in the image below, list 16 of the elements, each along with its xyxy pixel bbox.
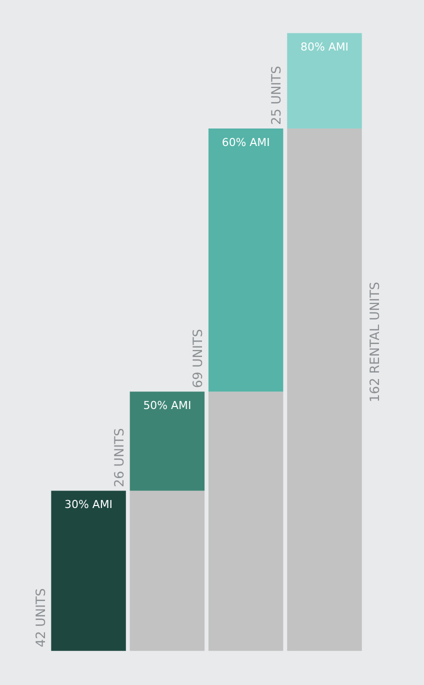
- bar: [208, 128, 284, 392]
- x-tick-label: 80% AMI: [300, 40, 349, 54]
- bar: [130, 392, 205, 491]
- x-tick-label: 30% AMI: [64, 498, 113, 512]
- bar: [287, 33, 362, 129]
- bar: [208, 392, 284, 651]
- bar: [51, 490, 126, 651]
- data-label: 25 UNITS: [270, 66, 285, 125]
- total-label: 162 RENTAL UNITS: [368, 282, 384, 402]
- data-label: 42 UNITS: [34, 588, 49, 648]
- bar: [130, 490, 205, 651]
- x-tick-label: 50% AMI: [143, 398, 192, 412]
- bar: [287, 128, 362, 651]
- data-label: 69 UNITS: [191, 329, 206, 388]
- x-tick-label: 60% AMI: [222, 136, 270, 149]
- data-label: 26 UNITS: [112, 428, 128, 488]
